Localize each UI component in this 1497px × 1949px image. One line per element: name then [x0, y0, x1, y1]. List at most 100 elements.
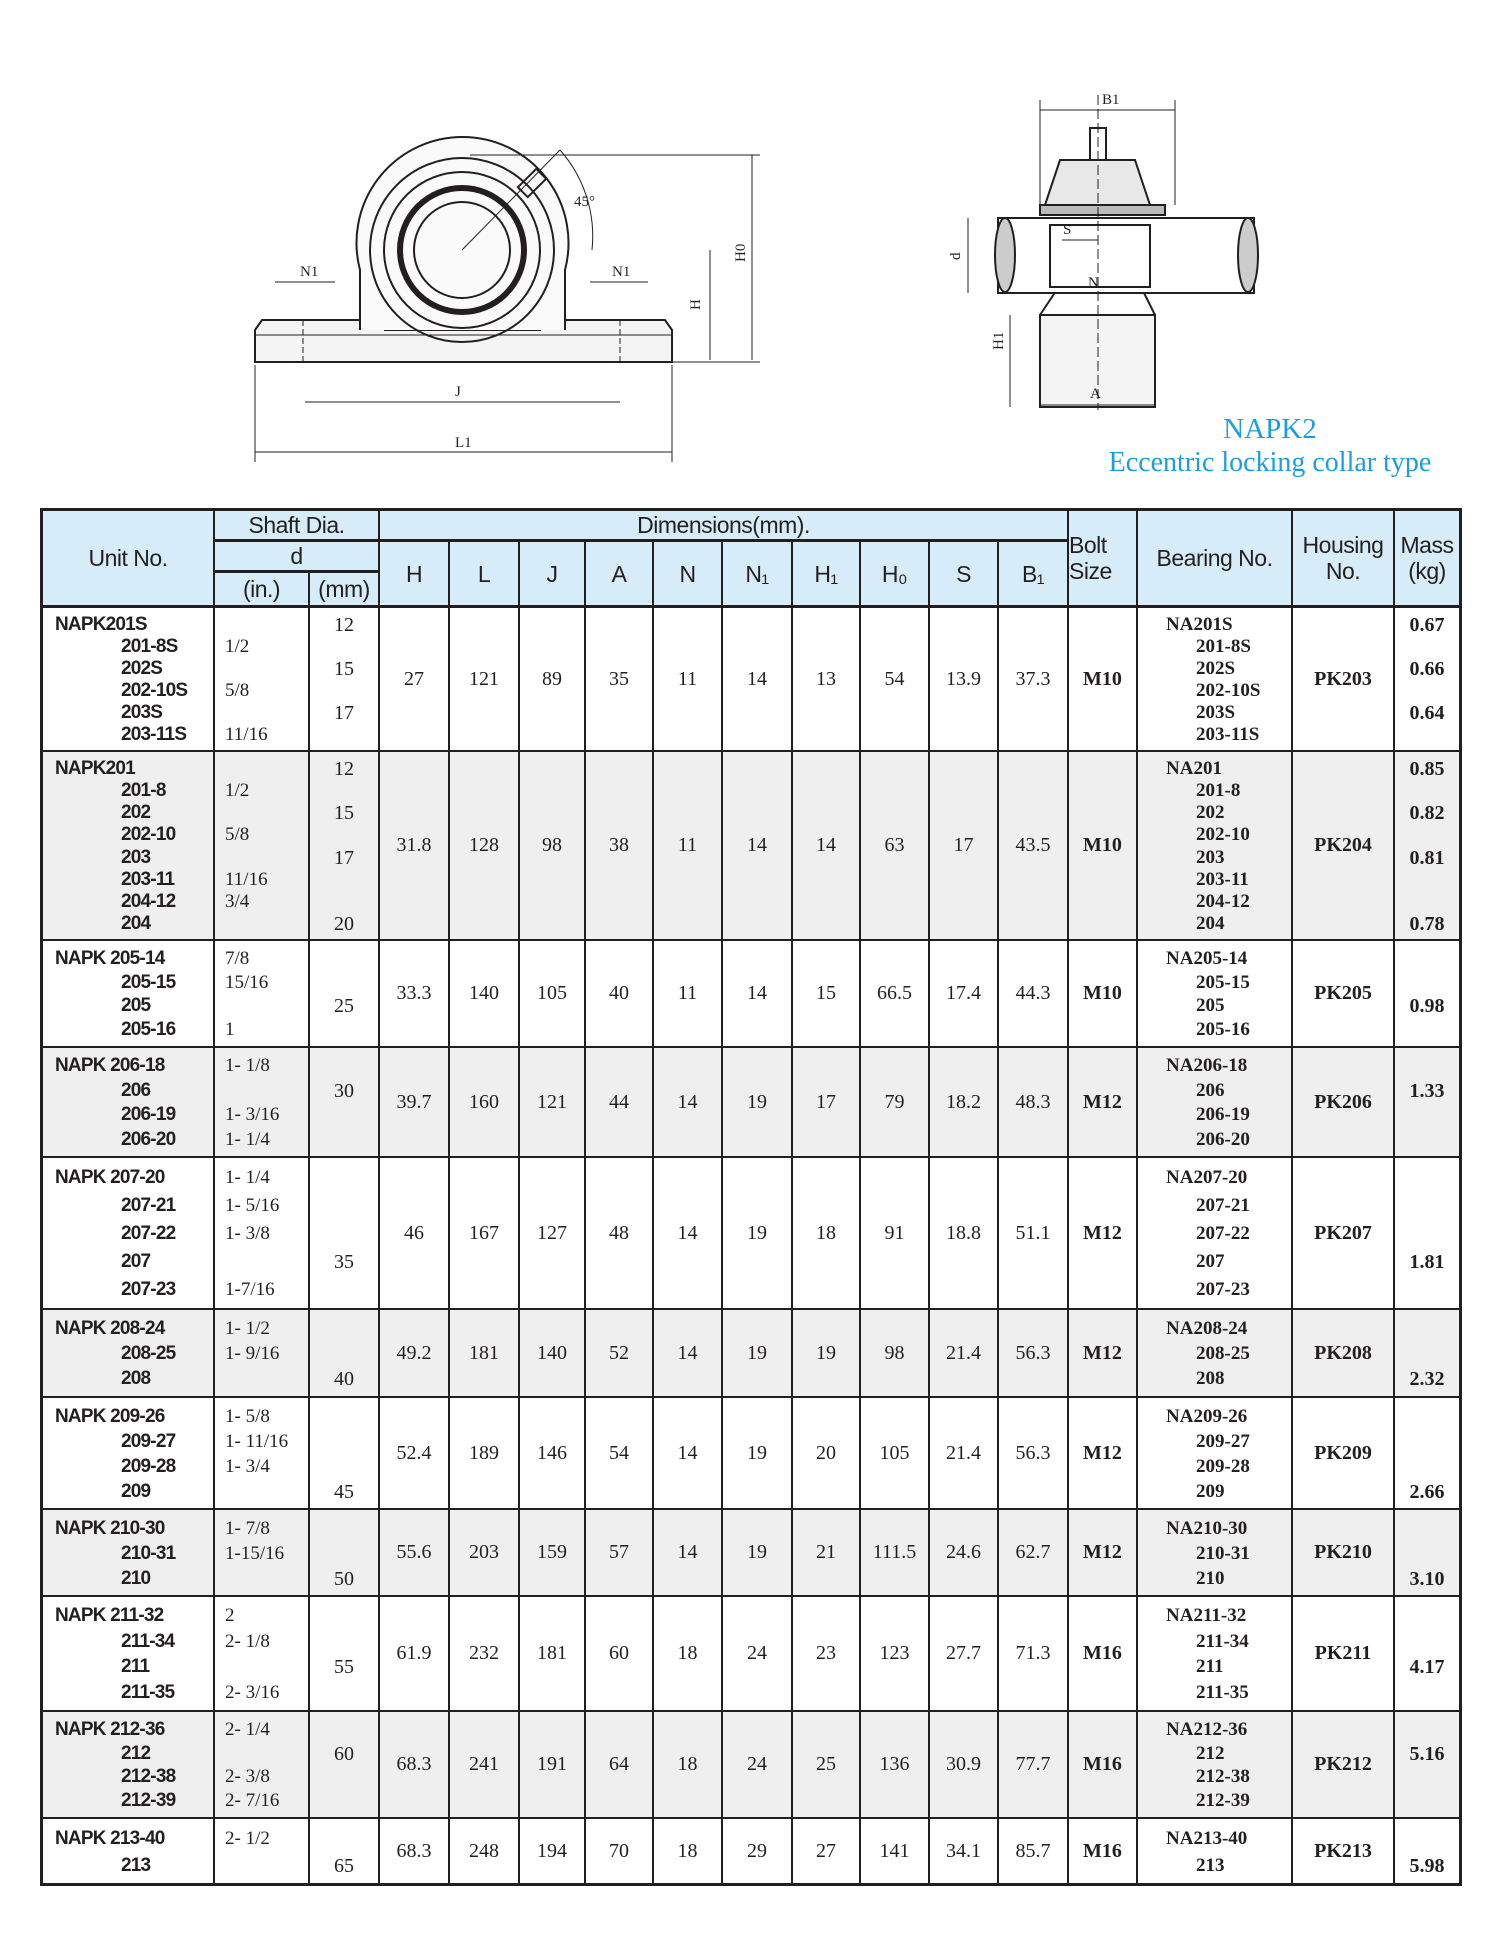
header-dim-s: S	[930, 542, 999, 605]
dim-l-cell: 121	[450, 608, 520, 750]
bearing-no-cell: NA201S 201-8S 202S 202-10S 203S 203-11S	[1138, 608, 1293, 750]
dim-n-cell: 14	[654, 1158, 723, 1308]
shaft-inch-cell-line: 2	[225, 1604, 235, 1626]
shaft-inch-cell: 1- 5/8 1- 11/16 1- 3/4	[215, 1398, 310, 1508]
header-dim-h1: H₁	[793, 542, 861, 605]
header-dim-h0: H₀	[861, 542, 930, 605]
shaft-inch-cell-line: 1/2	[225, 636, 250, 657]
dim-n-cell: 14	[654, 1310, 723, 1396]
dim-a-cell: 52	[586, 1310, 654, 1396]
housing-no-cell: PK203	[1293, 608, 1395, 750]
shaft-mm-cell-line	[310, 1404, 378, 1429]
dim-h1-cell: 23	[793, 1597, 861, 1710]
bolt-size-cell: M16	[1069, 1712, 1138, 1817]
bearing-no-cell-line: 203	[1196, 846, 1225, 868]
bearing-no-cell: NA209-26 209-27 209-28 209	[1138, 1398, 1293, 1508]
shaft-mm-cell-line	[310, 1541, 378, 1566]
product-title-block: NAPK2 Eccentric locking collar type	[1050, 412, 1490, 480]
dim-l-cell: 167	[450, 1158, 520, 1308]
header-dim-n: N	[654, 542, 723, 605]
shaft-mm-cell-line	[310, 1629, 378, 1655]
mass-cell-line: 2.32	[1409, 1368, 1445, 1391]
header-dim-j: J	[520, 542, 586, 605]
mass-cell: 2.66	[1395, 1398, 1459, 1508]
bearing-no-cell-line: 204-12	[1196, 890, 1250, 912]
bearing-no-cell-line: 206-19	[1196, 1104, 1250, 1126]
header-shaft-dia: Shaft Dia.	[215, 511, 380, 542]
dim-j-cell: 191	[520, 1712, 586, 1817]
mass-cell-line: 0.78	[1409, 912, 1445, 935]
unit-no-cell-line: 208-25	[121, 1342, 176, 1364]
shaft-mm-cell-line: 30	[334, 1079, 354, 1102]
shaft-mm-cell-line: 20	[334, 912, 354, 935]
shaft-inch-cell-line: 1- 9/16	[225, 1342, 280, 1364]
dim-l-cell: 140	[450, 941, 520, 1046]
shaft-inch-cell: 2- 1/4 2- 3/8 2- 7/16	[215, 1712, 310, 1817]
dim-h0-cell: 111.5	[861, 1510, 930, 1595]
unit-no-cell-line: 203S	[121, 702, 163, 723]
bolt-size-cell: M12	[1069, 1310, 1138, 1396]
unit-no-cell: NAPK 209-26 209-27 209-28 209	[43, 1398, 215, 1508]
side-view-labels: B1 S d N H1 A	[948, 92, 1120, 402]
unit-no-cell-line: 207-23	[121, 1279, 176, 1300]
dim-n1-cell: 14	[723, 752, 793, 939]
header-inch: (in.)	[215, 573, 310, 605]
dim-h1-cell: 25	[793, 1712, 861, 1817]
label-l1: L1	[455, 435, 472, 451]
dim-b1-cell: 77.7	[999, 1712, 1069, 1817]
bearing-no-cell-line: NA208-24	[1166, 1317, 1248, 1339]
dim-s-cell: 24.6	[930, 1510, 999, 1595]
mass-cell-line	[1395, 1220, 1459, 1248]
bearing-no-cell-line: 202-10S	[1196, 680, 1261, 701]
dim-n1-cell: 14	[723, 941, 793, 1046]
dim-b1-cell: 62.7	[999, 1510, 1069, 1595]
dim-a-cell: 48	[586, 1158, 654, 1308]
unit-no-cell-line: 210-31	[121, 1542, 176, 1564]
mass-cell: 5.16	[1395, 1712, 1459, 1817]
shaft-mm-cell-line: 50	[334, 1567, 354, 1590]
housing-no-cell: PK207	[1293, 1158, 1395, 1308]
mass-cell: 1.33	[1395, 1048, 1459, 1156]
unit-no-cell-line: 213	[121, 1854, 151, 1876]
shaft-mm-cell-line	[310, 1789, 378, 1813]
dim-h1-cell: 20	[793, 1398, 861, 1508]
dim-n-cell: 11	[654, 608, 723, 750]
shaft-mm-cell: 25	[310, 941, 380, 1046]
unit-no-cell-line: 205-15	[121, 971, 176, 993]
shaft-mm-cell: 55	[310, 1597, 380, 1710]
mass-cell-line	[1395, 1164, 1459, 1192]
bearing-no-cell-line: 206-20	[1196, 1128, 1250, 1150]
bearing-no-cell-line: 212-38	[1196, 1766, 1250, 1788]
shaft-mm-cell-line	[310, 1766, 378, 1790]
unit-no-cell-line: 206-20	[121, 1128, 176, 1150]
label-d: d	[948, 252, 964, 260]
bearing-no-cell-line: 207-23	[1196, 1279, 1250, 1300]
shaft-mm-cell-line	[310, 971, 378, 995]
mass-cell: 0.85 0.82 0.81 0.78	[1395, 752, 1459, 939]
mass-cell-line	[1395, 636, 1459, 658]
shaft-inch-cell-line	[215, 1367, 308, 1392]
dim-j-cell: 146	[520, 1398, 586, 1508]
unit-no-cell-line: NAPK201S	[55, 614, 148, 635]
shaft-mm-cell: 30	[310, 1048, 380, 1156]
bearing-no-cell-line: 201-8S	[1196, 636, 1251, 657]
dim-s-cell: 21.4	[930, 1398, 999, 1508]
bearing-no-cell-line: 202	[1196, 802, 1225, 824]
dim-h0-cell: 79	[861, 1048, 930, 1156]
unit-no-cell-line: 211-34	[121, 1630, 175, 1652]
bearing-no-cell-line: 203-11S	[1196, 724, 1260, 745]
product-model: NAPK2	[1223, 413, 1317, 445]
mass-cell-line	[1395, 947, 1459, 971]
dim-l-cell: 248	[450, 1819, 520, 1883]
mass-cell-line: 0.82	[1409, 802, 1445, 825]
shaft-mm-cell-line	[310, 1429, 378, 1454]
housing-no-cell: PK212	[1293, 1712, 1395, 1817]
dim-j-cell: 121	[520, 1048, 586, 1156]
shaft-inch-cell-line: 1- 1/8	[225, 1055, 270, 1077]
bearing-no-cell-line: 210	[1196, 1567, 1225, 1589]
shaft-mm-cell-line	[310, 947, 378, 971]
bearing-no-cell-line: 211	[1196, 1656, 1224, 1678]
unit-no-cell-line: 206	[121, 1079, 151, 1101]
dim-n-cell: 14	[654, 1510, 723, 1595]
shaft-inch-cell-line	[215, 1566, 308, 1591]
